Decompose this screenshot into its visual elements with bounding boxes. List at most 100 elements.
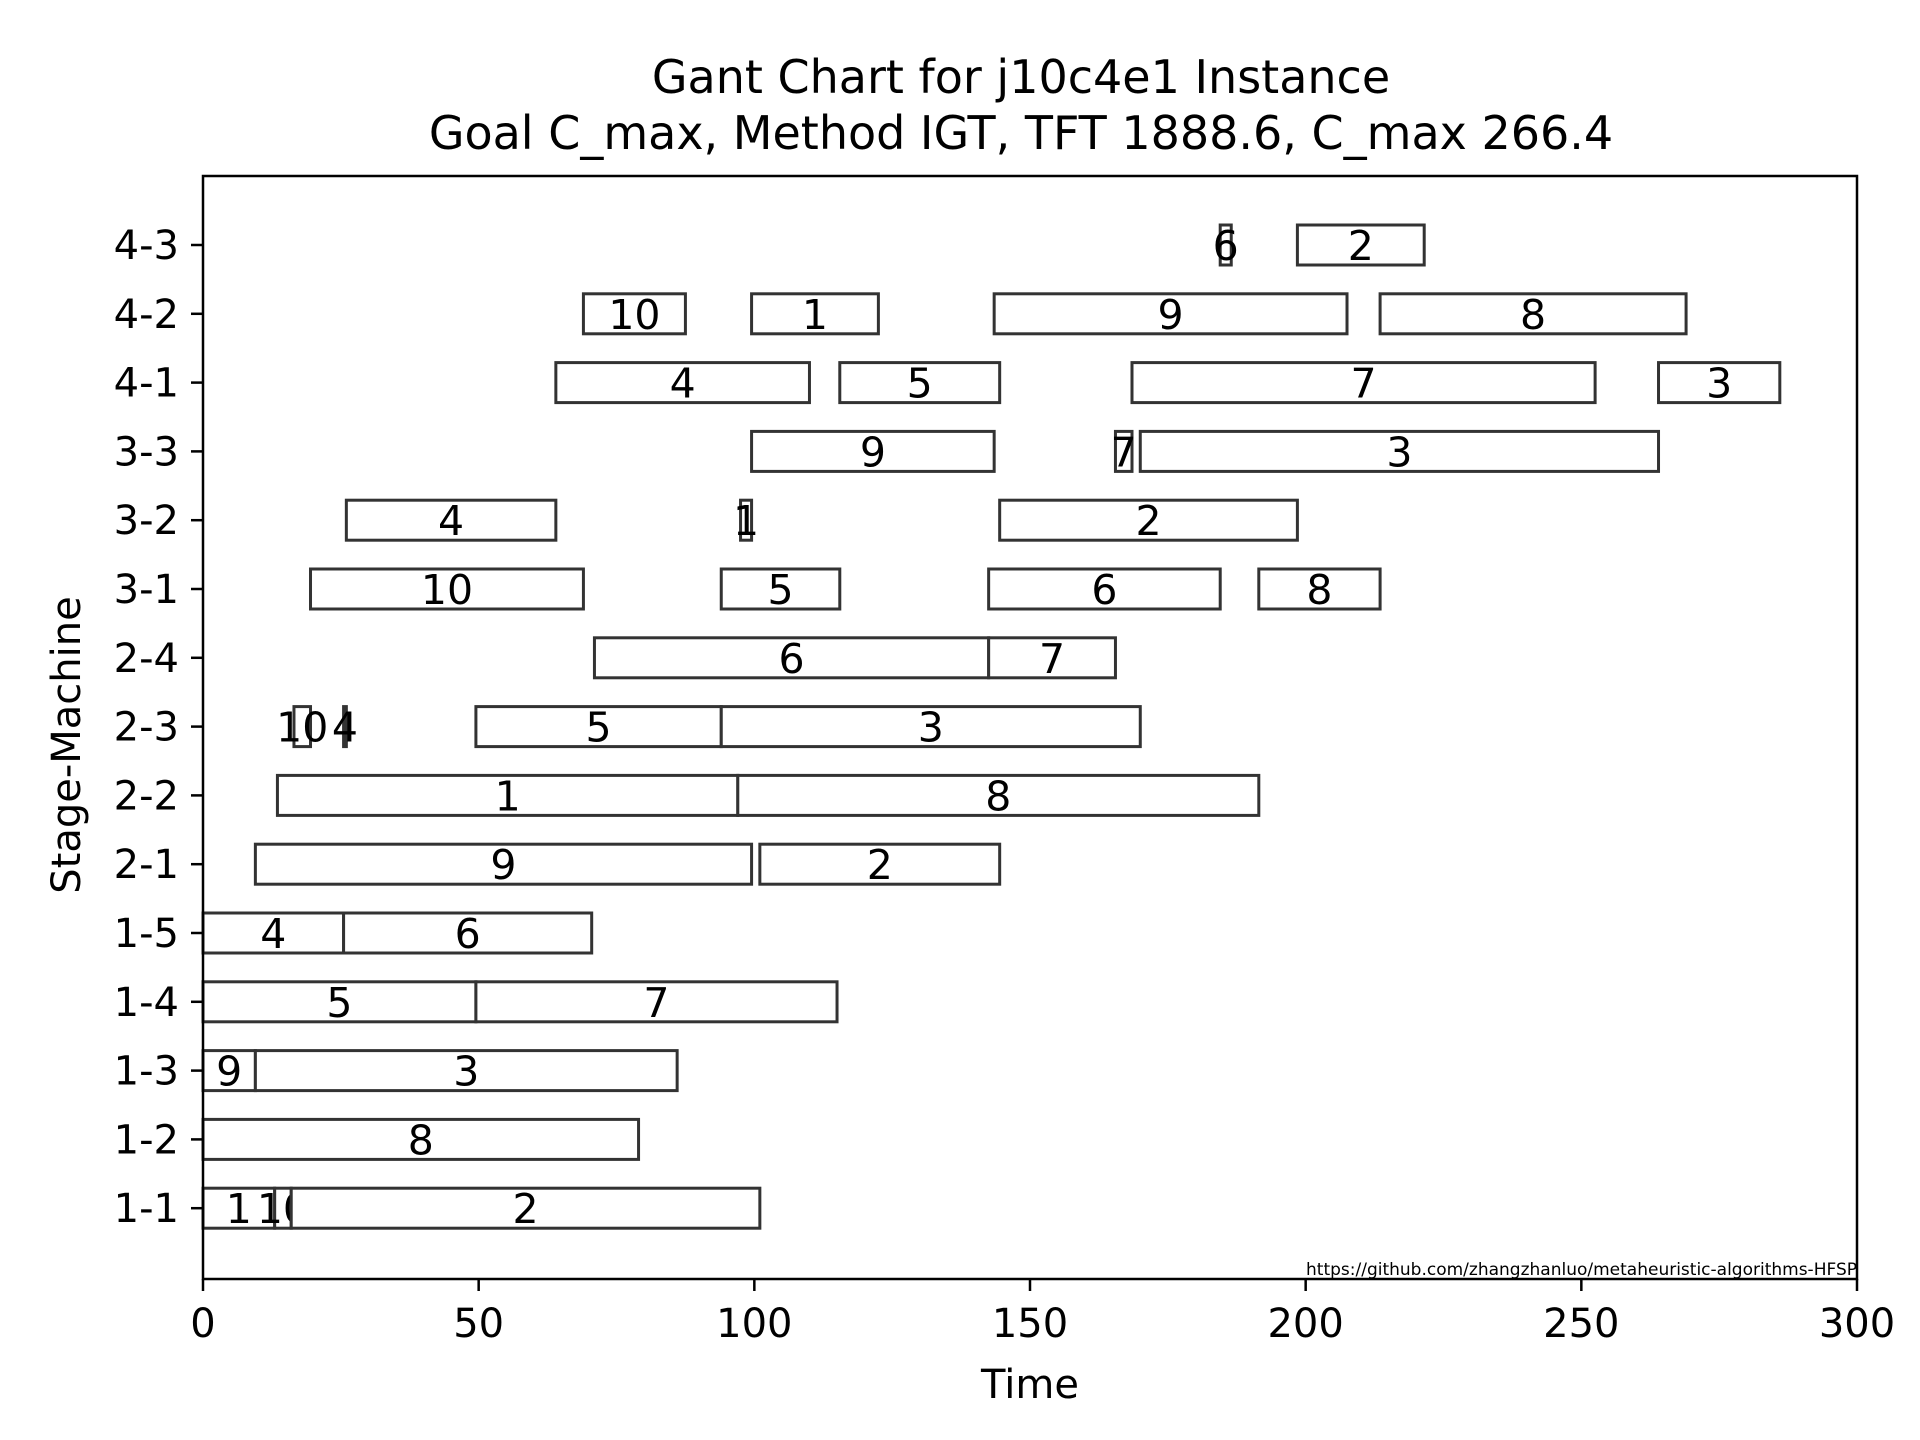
y-tick-label: 1-5 <box>114 911 179 957</box>
x-tick-label: 300 <box>1819 1301 1895 1347</box>
gantt-bar <box>253 1049 679 1093</box>
gantt-bar <box>1257 567 1382 611</box>
gantt-bar-label: 1 <box>733 497 759 545</box>
gantt-bar <box>719 705 1142 749</box>
gantt-bar-label: 4 <box>332 704 358 752</box>
gantt-bar <box>342 705 348 749</box>
y-tick-label: 4-1 <box>114 361 179 407</box>
gantt-bar-label: 3 <box>453 1048 479 1096</box>
y-tick-label: 3-3 <box>114 429 179 475</box>
gantt-bar <box>581 292 687 336</box>
gantt-bar <box>998 498 1299 542</box>
gantt-bar <box>1657 361 1782 405</box>
gantt-bar <box>750 429 996 473</box>
gantt-bar <box>838 361 1002 405</box>
x-tick-label: 0 <box>190 1301 215 1347</box>
gantt-bar <box>554 361 811 405</box>
y-tick-label: 1-3 <box>114 1049 179 1095</box>
gantt-bar-label: 7 <box>1111 428 1137 476</box>
y-tick-label: 4-2 <box>114 292 179 338</box>
gantt-bar-label: 1 <box>495 772 521 820</box>
gantt-bar-label: 6 <box>1213 222 1239 270</box>
gantt-bar-label: 1 <box>802 291 828 339</box>
gantt-bar <box>201 980 478 1024</box>
x-axis-ticks: 0 50 100 150 200 250 300 <box>190 1279 1895 1347</box>
gantt-bar-label: 7 <box>643 979 669 1027</box>
x-tick-label: 200 <box>1267 1301 1343 1347</box>
gantt-bar-label: 8 <box>985 772 1011 820</box>
gantt-bar-label: 9 <box>216 1048 242 1096</box>
gantt-bar <box>1218 223 1233 267</box>
y-axis-label: Stage-Machine <box>44 596 90 893</box>
y-axis-ticks: 1-1 1-2 1-3 1-4 1-5 2-1 2-2 2-3 2-4 3-1 3-2 3-3 4-1 4… <box>114 223 203 1232</box>
gantt-bar-label: 10 <box>608 291 660 339</box>
x-tick-label: 100 <box>716 1301 792 1347</box>
gantt-bar-label: 4 <box>260 910 286 958</box>
chart-title-line2: Goal C_max, Method IGT, TFT 1888.6, C_ma… <box>429 106 1613 160</box>
gantt-bar <box>719 567 842 611</box>
gantt-bar <box>750 292 880 336</box>
gantt-bar-label: 10 <box>276 704 328 752</box>
gantt-bar <box>739 498 754 542</box>
x-tick-label: 50 <box>453 1301 504 1347</box>
gantt-bar-label: 2 <box>867 841 893 889</box>
gantt-bar-label: 9 <box>1158 291 1184 339</box>
gantt-bar-label: 5 <box>907 360 933 408</box>
gantt-bar <box>474 980 839 1024</box>
gantt-bar <box>253 842 754 886</box>
gantt-bar <box>201 911 346 955</box>
y-tick-label: 2-4 <box>114 636 179 682</box>
gantt-bar <box>758 842 1002 886</box>
y-tick-label: 3-2 <box>114 498 179 544</box>
gantt-bar-label: 2 <box>1135 497 1161 545</box>
y-tick-label: 3-1 <box>114 567 179 613</box>
plot-frame <box>201 174 1859 1281</box>
gantt-bar-label: 2 <box>1348 222 1374 270</box>
gantt-bar <box>736 773 1261 817</box>
gantt-bar-label: 3 <box>918 704 944 752</box>
gantt-bar-label: 7 <box>1039 635 1065 683</box>
gantt-bar-label: 2 <box>512 1185 538 1233</box>
gantt-bar-label: 9 <box>860 428 886 476</box>
gantt-bar <box>987 636 1117 680</box>
gantt-bar <box>1378 292 1688 336</box>
y-tick-label: 2-3 <box>114 705 179 751</box>
gantt-bar <box>987 567 1222 611</box>
gantt-bar <box>201 1049 257 1093</box>
gantt-bar <box>275 773 740 817</box>
gantt-bar <box>344 498 558 542</box>
gantt-bar-label: 8 <box>1520 291 1546 339</box>
y-tick-label: 2-2 <box>114 773 179 819</box>
x-axis-label: Time <box>980 1362 1079 1408</box>
gantt-bar-label: 5 <box>586 704 612 752</box>
gantt-bar-label: 9 <box>490 841 516 889</box>
gantt-bar-label: 6 <box>1091 566 1117 614</box>
gantt-bar <box>1295 223 1426 267</box>
gantt-bar-label: 7 <box>1351 360 1377 408</box>
gantt-bar <box>474 705 723 749</box>
y-tick-label: 1-4 <box>114 980 179 1026</box>
gantt-bar <box>1130 361 1597 405</box>
x-tick-label: 250 <box>1543 1301 1619 1347</box>
y-tick-label: 1-1 <box>114 1186 179 1232</box>
gantt-bar-label: 8 <box>1306 566 1332 614</box>
x-tick-label: 150 <box>992 1301 1068 1347</box>
gantt-bar <box>1138 429 1661 473</box>
gantt-bar-label: 4 <box>438 497 464 545</box>
gantt-bar-label: 10 <box>421 566 473 614</box>
gantt-bar-label: 5 <box>326 979 352 1027</box>
y-tick-label: 4-3 <box>114 223 179 269</box>
y-tick-label: 1-2 <box>114 1117 179 1163</box>
gantt-bar <box>201 1117 641 1161</box>
gantt-bar-label: 1 <box>226 1185 252 1233</box>
gantt-bar-label: 3 <box>1706 360 1732 408</box>
gantt-bar-label: 6 <box>455 910 481 958</box>
gantt-bar <box>342 911 594 955</box>
gantt-bar-label: 8 <box>408 1116 434 1164</box>
source-footnote: https://github.com/zhangzhanluo/metaheur… <box>1306 1260 1857 1280</box>
gantt-bar <box>1113 429 1134 473</box>
gantt-bar-label: 6 <box>779 635 805 683</box>
gantt-bar-label: 3 <box>1386 428 1412 476</box>
gantt-bars: 1 10 289 35 74 69 21 810 4 5 36 710 5 6 84 1 29 7 34 5 7 310 1… <box>201 222 1782 1233</box>
